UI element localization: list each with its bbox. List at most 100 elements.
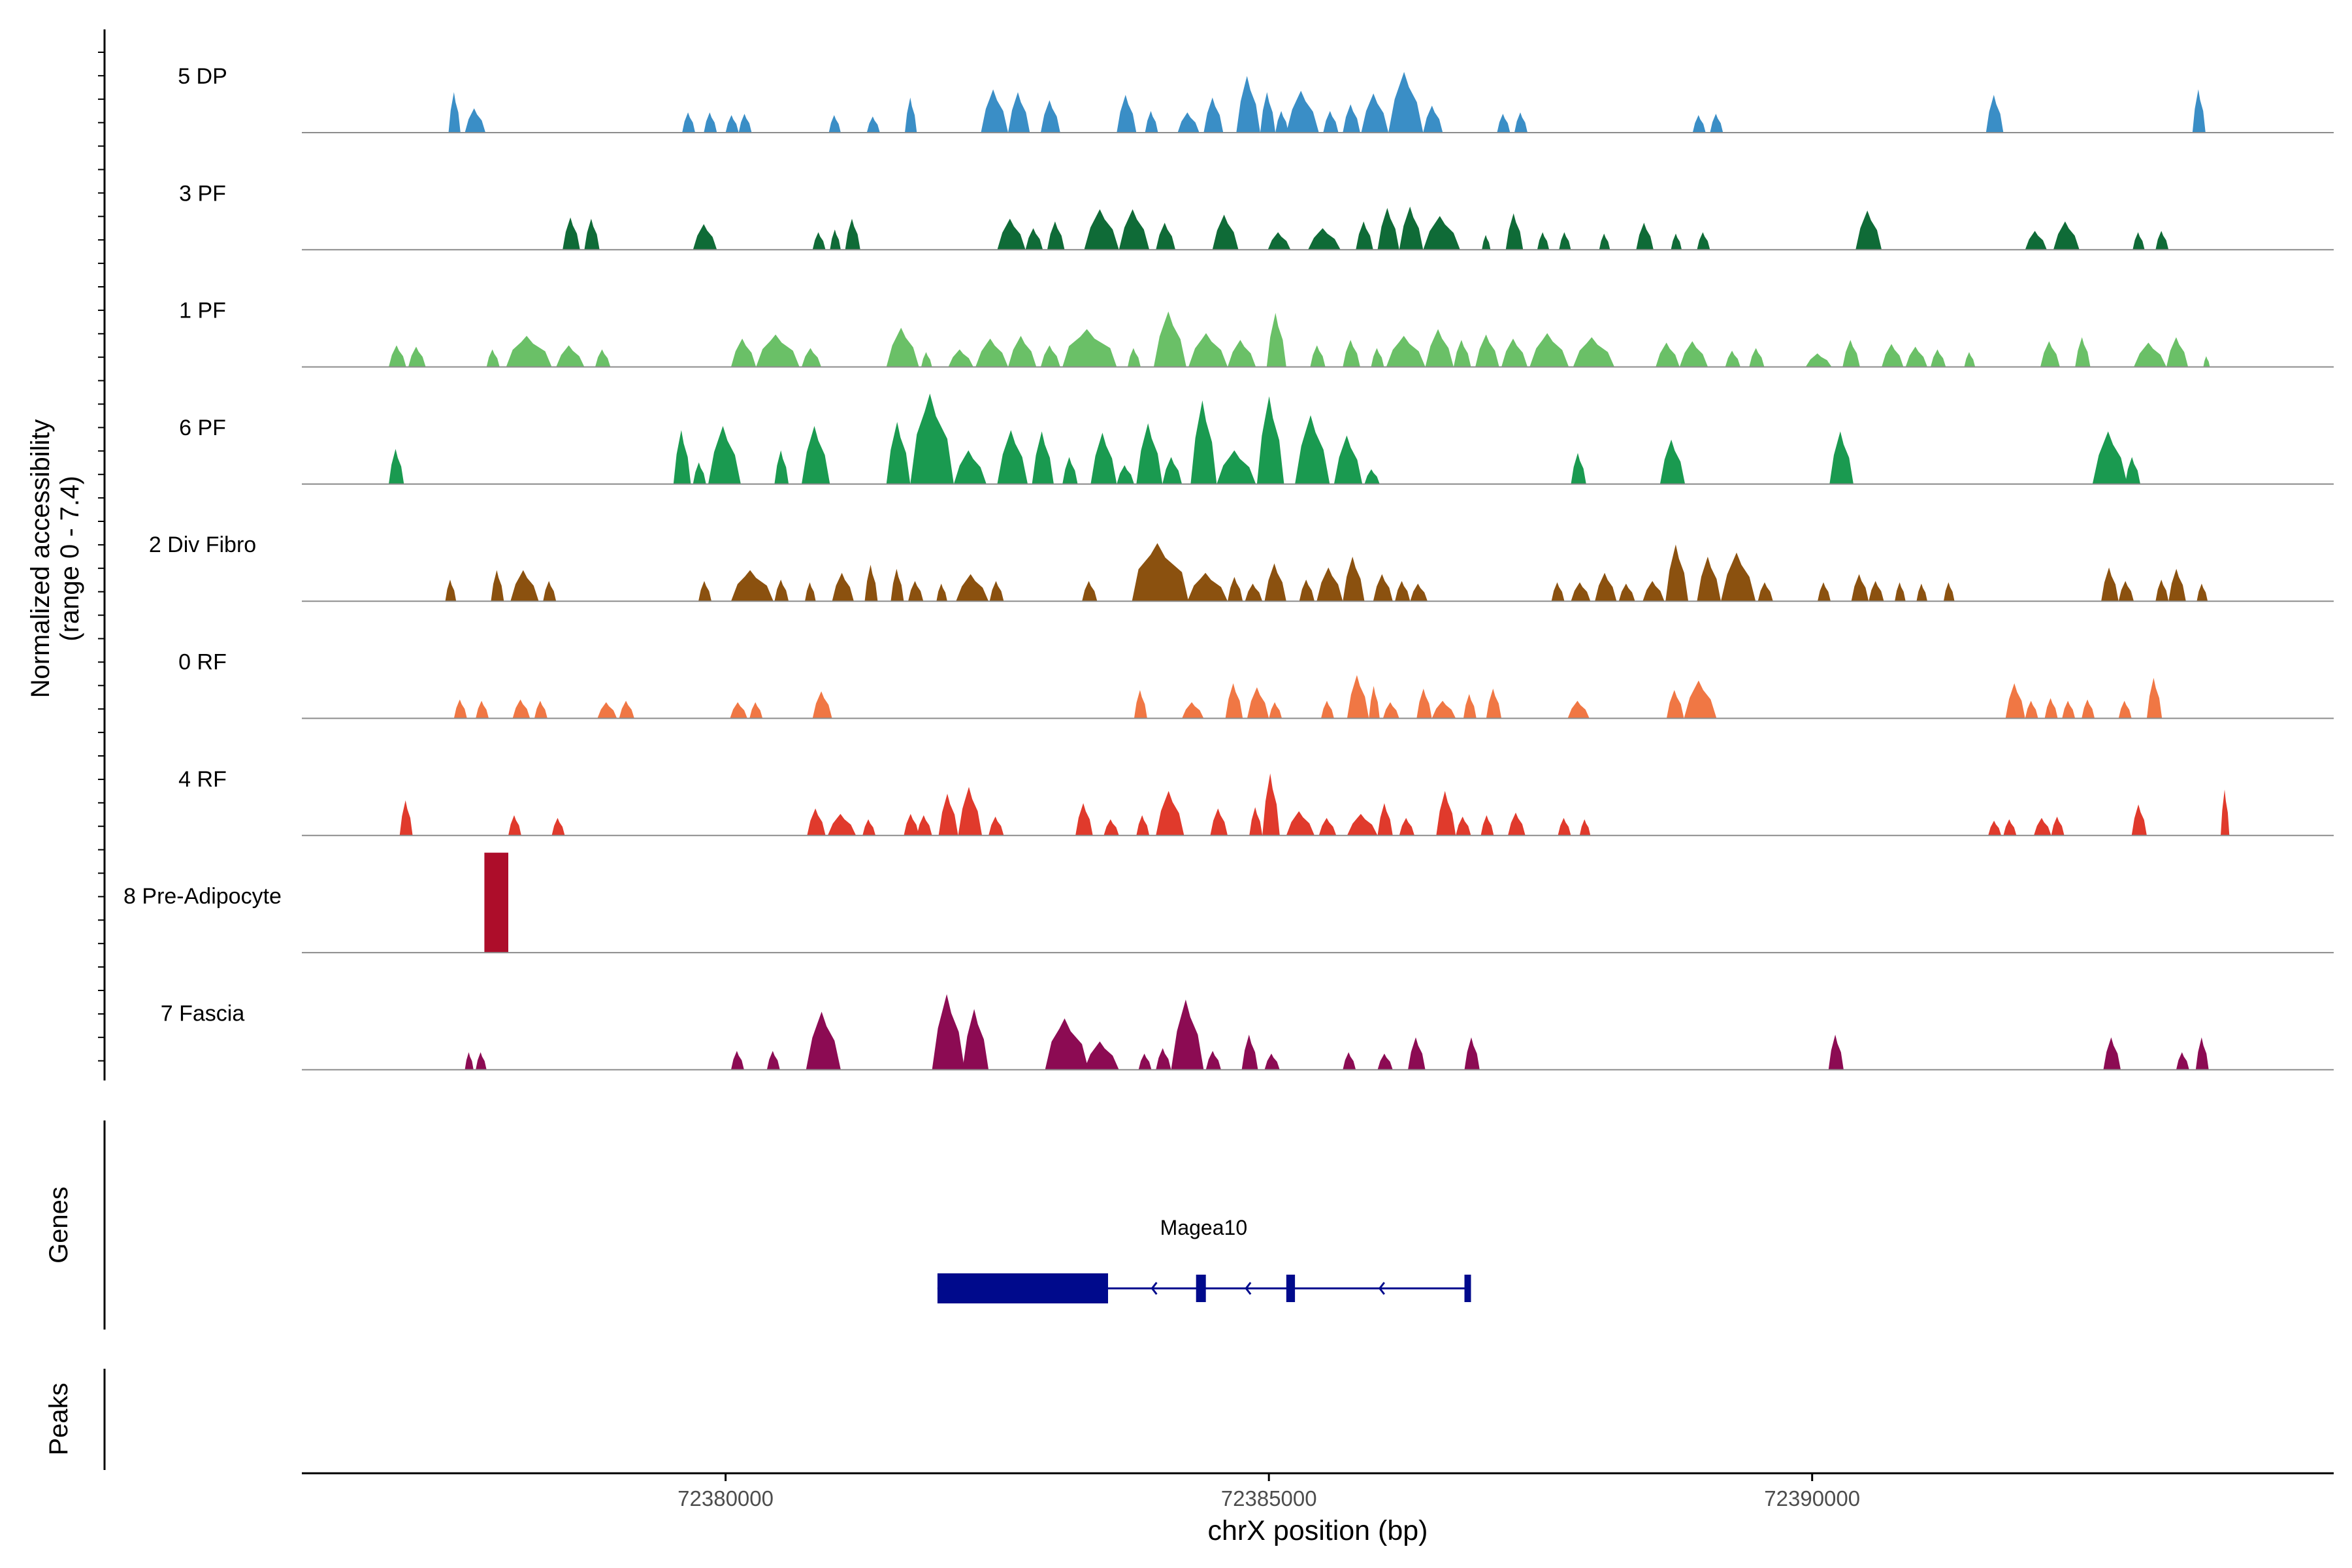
- peak-0-9: [981, 89, 1008, 133]
- peak-0-8: [905, 97, 917, 133]
- peak-3-7: [910, 393, 954, 484]
- peak-2-44: [2166, 337, 2189, 367]
- peak-1-22: [1559, 232, 1571, 250]
- peak-4-43: [2118, 581, 2134, 602]
- peak-6-13: [1136, 815, 1150, 836]
- peak-8-11: [1171, 999, 1204, 1070]
- peak-4-12: [936, 583, 947, 602]
- peak-2-12: [975, 338, 1008, 367]
- x-tick-label-0: 72380000: [678, 1486, 774, 1511]
- peak-1-5: [845, 218, 860, 250]
- peak-0-21: [1343, 104, 1360, 133]
- coverage-y-axis: [98, 29, 106, 1081]
- peak-6-7: [917, 815, 932, 836]
- peak-3-23: [1659, 439, 1686, 484]
- peak-6-17: [1262, 773, 1280, 836]
- peak-5-31: [2146, 678, 2163, 719]
- peak-1-18: [1423, 216, 1460, 250]
- peak-2-4: [556, 345, 585, 367]
- peak-5-1: [476, 700, 489, 719]
- peak-4-39: [1895, 582, 1906, 602]
- peak-4-46: [2197, 583, 2208, 602]
- track-label-2: 1 PF: [179, 299, 226, 323]
- peak-5-29: [2082, 699, 2095, 719]
- peak-0-11: [1040, 100, 1060, 133]
- peak-8-7: [1045, 1018, 1089, 1070]
- peak-2-21: [1310, 345, 1326, 367]
- peak-6-26: [1508, 812, 1526, 836]
- peak-5-12: [1247, 687, 1269, 719]
- peak-8-21: [2176, 1052, 2189, 1070]
- peak-4-13: [956, 574, 989, 602]
- track-5: 0 RF: [178, 650, 2334, 719]
- track-8: 7 Fascia: [161, 994, 2334, 1071]
- peak-5-26: [2025, 700, 2038, 719]
- peak-3-0: [389, 449, 404, 484]
- peak-1-26: [1697, 232, 1710, 250]
- peak-4-33: [1697, 557, 1721, 602]
- peak-3-9: [997, 430, 1028, 484]
- peak-6-14: [1156, 791, 1184, 836]
- gene-name-0: Magea10: [1160, 1216, 1247, 1239]
- peak-6-29: [1988, 821, 2002, 836]
- peak-7-0: [484, 853, 508, 953]
- peak-4-37: [1851, 574, 1869, 602]
- peak-5-28: [2062, 700, 2076, 719]
- peak-8-1: [476, 1052, 487, 1070]
- peak-1-31: [2155, 231, 2169, 250]
- peak-2-10: [921, 351, 932, 367]
- peak-0-12: [1117, 95, 1137, 133]
- peak-2-40: [1964, 351, 1976, 367]
- peak-1-21: [1537, 232, 1550, 250]
- peak-0-10: [1008, 92, 1030, 133]
- peak-2-31: [1656, 342, 1680, 367]
- peak-1-1: [584, 218, 600, 250]
- peak-5-11: [1225, 683, 1243, 719]
- peak-3-16: [1190, 400, 1217, 484]
- peak-5-30: [2118, 700, 2132, 719]
- peak-0-3: [704, 112, 717, 133]
- peak-4-25: [1395, 581, 1411, 602]
- peak-2-7: [756, 335, 800, 367]
- peak-4-5: [730, 570, 774, 602]
- peak-0-20: [1323, 110, 1339, 133]
- peak-3-11: [1062, 457, 1078, 484]
- peak-8-16: [1377, 1053, 1393, 1070]
- peak-4-22: [1316, 567, 1343, 602]
- peak-4-0: [445, 580, 457, 602]
- track-4: 2 Div Fibro: [149, 532, 2334, 602]
- peak-4-4: [698, 581, 711, 602]
- peak-0-5: [738, 114, 752, 133]
- peak-3-2: [693, 462, 706, 484]
- peak-0-0: [448, 92, 461, 133]
- peak-1-20: [1505, 213, 1524, 250]
- peak-2-20: [1266, 312, 1286, 367]
- peak-3-8: [953, 450, 987, 484]
- peak-2-37: [1882, 344, 1904, 367]
- peak-5-7: [749, 702, 763, 719]
- peak-1-8: [1047, 221, 1065, 250]
- peak-0-14: [1177, 112, 1200, 133]
- peak-3-21: [1364, 469, 1380, 484]
- peak-0-26: [1514, 112, 1527, 133]
- track-2: 1 PF: [179, 299, 2334, 368]
- peak-3-19: [1295, 415, 1330, 484]
- peak-1-28: [2025, 231, 2047, 250]
- peak-5-18: [1416, 689, 1432, 719]
- peak-8-17: [1408, 1037, 1426, 1070]
- peak-1-6: [997, 218, 1026, 250]
- peak-4-9: [864, 564, 878, 602]
- peak-1-2: [693, 224, 717, 250]
- peak-2-15: [1062, 329, 1117, 367]
- peak-2-18: [1188, 333, 1228, 367]
- peak-6-31: [2034, 817, 2051, 836]
- peak-0-23: [1388, 72, 1424, 133]
- peak-0-17: [1260, 92, 1276, 133]
- peak-4-30: [1618, 583, 1635, 602]
- peak-4-14: [989, 581, 1004, 602]
- peak-4-18: [1228, 577, 1243, 602]
- peak-5-9: [1134, 690, 1147, 719]
- peak-4-27: [1551, 582, 1565, 602]
